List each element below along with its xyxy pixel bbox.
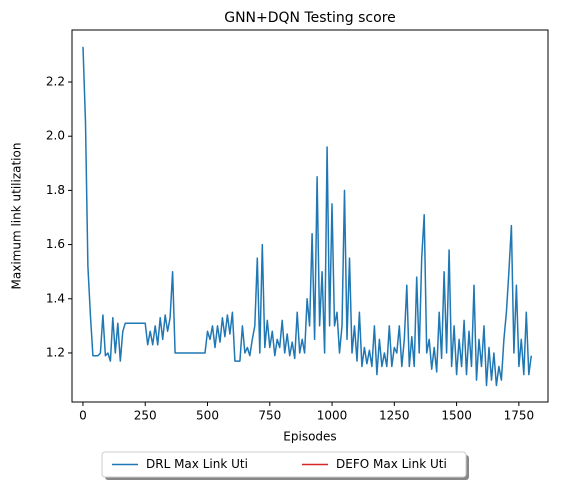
x-tick-label: 0 [79,409,87,423]
x-tick-label: 1500 [441,409,472,423]
legend-label: DEFO Max Link Uti [336,457,447,471]
legend [101,451,467,478]
x-tick-label: 250 [134,409,157,423]
x-tick-label: 1000 [317,409,348,423]
data-line [82,46,533,387]
x-tick-label: 1250 [379,409,410,423]
x-axis-label: Episodes [283,430,336,444]
y-axis-label: Maximum link utilization [10,143,24,290]
plot-frame [71,29,549,403]
legend-label: DRL Max Link Uti [146,457,248,471]
x-tick-label: 750 [258,409,281,423]
y-tick-label: 1.4 [46,291,65,305]
y-tick-label: 2.2 [46,75,65,89]
y-tick-label: 2.0 [46,129,65,143]
x-tick-label: 1750 [504,409,535,423]
y-tick-label: 1.2 [46,345,65,359]
chart-title: GNN+DQN Testing score [224,10,396,26]
y-tick-label: 1.8 [46,183,65,197]
y-tick-label: 1.6 [46,237,65,251]
x-tick-label: 500 [196,409,219,423]
